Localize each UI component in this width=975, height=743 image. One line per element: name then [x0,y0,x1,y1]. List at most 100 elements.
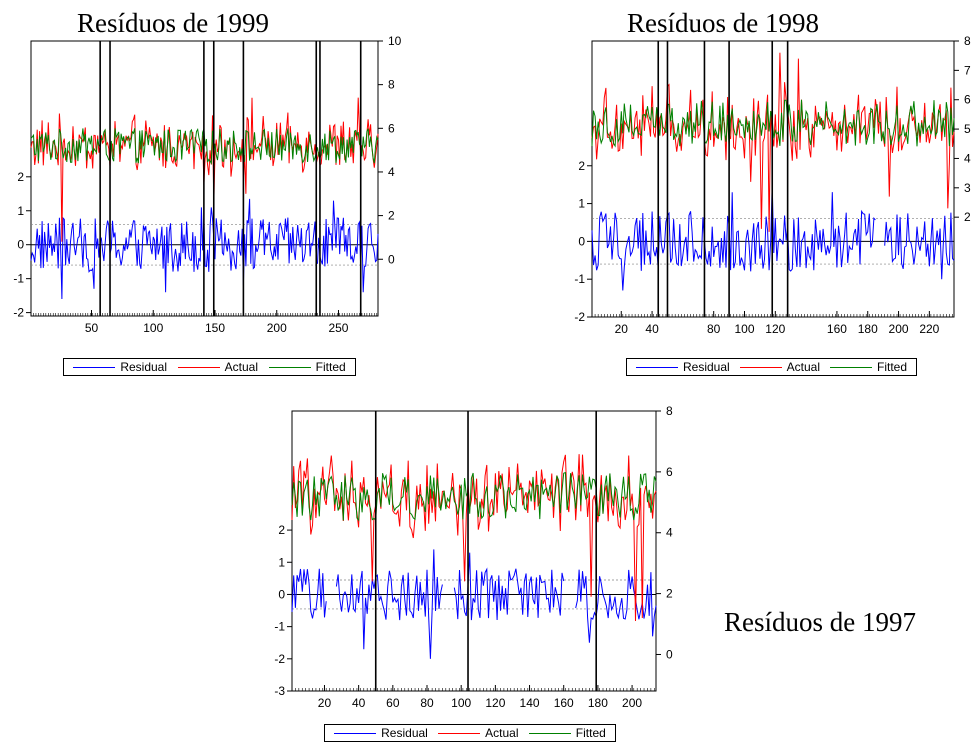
y-right-tick-label: 3 [964,181,971,195]
y-left-tick-label: 0 [17,238,24,252]
chart-title-1998: Resíduos de 1998 [627,8,819,38]
y-left-tick-label: -1 [13,272,24,286]
x-tick-label: 20 [318,696,332,710]
legend-label-actual: Actual [485,726,519,740]
y-right-tick-label: 7 [964,63,971,77]
residual-series-line [453,552,565,621]
legend-swatch-residual [635,366,678,368]
y-right-tick-label: 4 [388,165,395,179]
y-left-tick-label: -2 [574,310,585,324]
legend-label-actual: Actual [786,360,821,374]
y-right-tick-label: 8 [388,78,395,92]
y-left-tick-label: -1 [274,620,285,634]
residual-series-line [335,549,443,659]
legend-label-residual: Residual [682,360,730,374]
legend-item-actual: Actual [438,726,519,740]
x-tick-label: 20 [615,322,629,336]
residual-series-line [291,568,327,619]
chart-title-1999: Resíduos de 1999 [77,8,269,38]
y-left-tick-label: 1 [17,204,24,218]
legend-swatch-residual [334,732,377,734]
y-left-tick-label: 0 [278,587,285,601]
y-left-tick-label: 2 [278,523,285,537]
chart-c1998: 20 40 80 100 120 160 180 200 220 -2 -1 0 1 2 2 3 4 5 6 7 8 [574,34,971,336]
y-right-tick-label: 10 [388,34,402,48]
x-tick-label: 250 [328,321,348,335]
legend-swatch-actual [438,732,481,734]
x-tick-label: 100 [734,322,754,336]
legend-item-residual: Residual [334,726,428,740]
residual-series-line [591,184,876,291]
legend-swatch-fitted [268,366,311,368]
y-right-tick-label: 2 [666,587,673,601]
y-left-tick-label: 0 [578,234,585,248]
x-tick-label: 80 [707,322,721,336]
legend-label-residual: Residual [381,726,428,740]
legend-swatch-fitted [829,366,872,368]
x-tick-label: 100 [451,696,471,710]
y-left-tick-label: 1 [578,197,585,211]
x-tick-label: 200 [889,322,909,336]
x-tick-label: 120 [485,696,505,710]
y-right-tick-label: 6 [666,465,673,479]
x-tick-label: 220 [919,322,939,336]
legend-item-fitted: Fitted [829,360,907,374]
x-tick-label: 60 [386,696,400,710]
y-left-tick-label: 2 [578,159,585,173]
x-tick-label: 80 [420,696,434,710]
x-tick-label: 120 [765,322,785,336]
legend-item-residual: Residual [635,360,730,374]
chart-title-1997: Resíduos de 1997 [724,607,916,637]
y-right-tick-label: 0 [666,647,673,661]
x-tick-label: 200 [622,696,642,710]
legend-swatch-actual [739,366,782,368]
chart-c1999: 50 100 150 200 250 -2 -1 0 1 2 0 2 4 6 8 10 [13,34,401,335]
legend-item-actual: Actual [177,360,259,374]
y-left-tick-label: -3 [274,684,285,698]
residual-series-line [884,212,955,280]
y-right-tick-label: 2 [964,210,971,224]
y-right-tick-label: 4 [666,526,673,540]
x-tick-label: 100 [143,321,163,335]
y-right-tick-label: 4 [964,151,971,165]
y-left-tick-label: -2 [274,652,285,666]
legend-item-residual: Residual [73,360,167,374]
legend-label-residual: Residual [120,360,168,374]
x-tick-label: 160 [554,696,574,710]
legend-1999: Residual Actual Fitted [63,358,356,376]
y-right-tick-label: 6 [388,121,395,135]
y-left-tick-label: -2 [13,306,24,320]
y-right-tick-label: 6 [964,93,971,107]
x-tick-label: 140 [520,696,540,710]
fitted-series-line [291,471,657,522]
legend-item-fitted: Fitted [268,360,346,374]
x-tick-label: 200 [267,321,287,335]
y-left-tick-label: -1 [574,272,585,286]
x-tick-label: 40 [352,696,366,710]
legend-swatch-fitted [528,732,571,734]
legend-item-actual: Actual [739,360,821,374]
legend-label-actual: Actual [224,360,259,374]
legend-swatch-residual [73,366,116,368]
x-tick-label: 50 [85,321,99,335]
legend-label-fitted: Fitted [876,360,907,374]
y-left-tick-label: 2 [17,170,24,184]
x-tick-label: 180 [858,322,878,336]
legend-item-fitted: Fitted [528,726,606,740]
y-right-tick-label: 8 [964,34,971,48]
legend-swatch-actual [177,366,220,368]
plot-frame [291,410,657,692]
legend-1998: Residual Actual Fitted [626,358,917,376]
legend-label-fitted: Fitted [315,360,346,374]
x-tick-label: 180 [588,696,608,710]
x-tick-label: 40 [645,322,659,336]
y-right-tick-label: 0 [388,252,395,266]
legend-label-fitted: Fitted [575,726,606,740]
residual-series-line [575,569,657,643]
y-right-tick-label: 5 [964,122,971,136]
y-left-tick-label: 1 [278,555,285,569]
y-right-tick-label: 8 [666,404,673,418]
legend-1997: Residual Actual Fitted [324,724,616,742]
